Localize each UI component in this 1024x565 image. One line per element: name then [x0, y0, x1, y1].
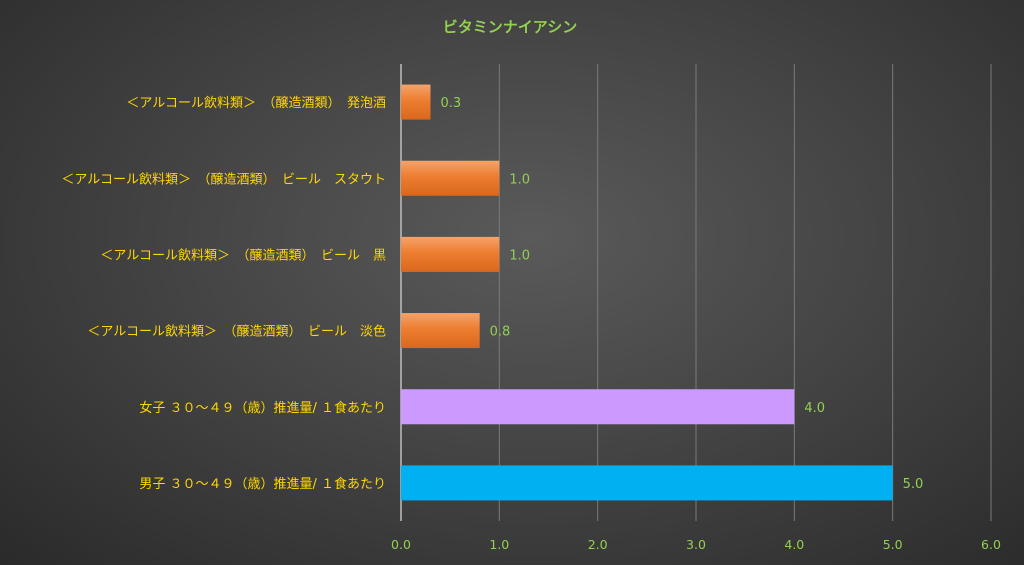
bar — [401, 389, 795, 425]
x-tick-label: 4.0 — [784, 537, 804, 552]
category-label: ＜アルコール飲料類＞ （醸造酒類） ビール スタウト — [61, 171, 386, 187]
data-label: 4.0 — [804, 401, 825, 416]
chart-title: ビタミンナイアシン — [443, 18, 577, 36]
gridlines — [400, 64, 992, 521]
x-tick-label: 2.0 — [588, 537, 608, 552]
data-label: 0.8 — [490, 325, 511, 340]
data-label: 1.0 — [509, 172, 530, 187]
x-tick-label: 0.0 — [391, 537, 411, 552]
category-label: 女子 ３０～４９（歳）推進量/ １食あたり — [139, 400, 386, 416]
category-label: 男子 ３０～４９（歳）推進量/ １食あたり — [139, 476, 386, 492]
x-tick-label: 5.0 — [883, 537, 903, 552]
bar — [401, 465, 893, 501]
labels: 0.0 1.0 2.0 3.0 4.0 5.0 6.0 0.3 ＜アルコール飲料類＞ （醸造酒類… — [61, 95, 1001, 552]
category-label: ＜アルコール飲料類＞ （醸造酒類） ビール 黒 — [100, 247, 386, 263]
data-label: 1.0 — [509, 248, 530, 263]
data-label: 0.3 — [441, 96, 462, 111]
bars — [401, 84, 893, 501]
bar — [401, 84, 431, 120]
x-tick-label: 3.0 — [686, 537, 706, 552]
bar — [401, 160, 500, 196]
bar — [401, 313, 480, 349]
category-label: ＜アルコール飲料類＞ （醸造酒類） 発泡酒 — [126, 95, 386, 111]
data-label: 5.0 — [903, 477, 924, 492]
bar — [401, 236, 500, 272]
x-tick-label: 6.0 — [981, 537, 1001, 552]
x-tick-label: 1.0 — [489, 537, 509, 552]
category-label: ＜アルコール飲料類＞ （醸造酒類） ビール 淡色 — [87, 324, 386, 340]
